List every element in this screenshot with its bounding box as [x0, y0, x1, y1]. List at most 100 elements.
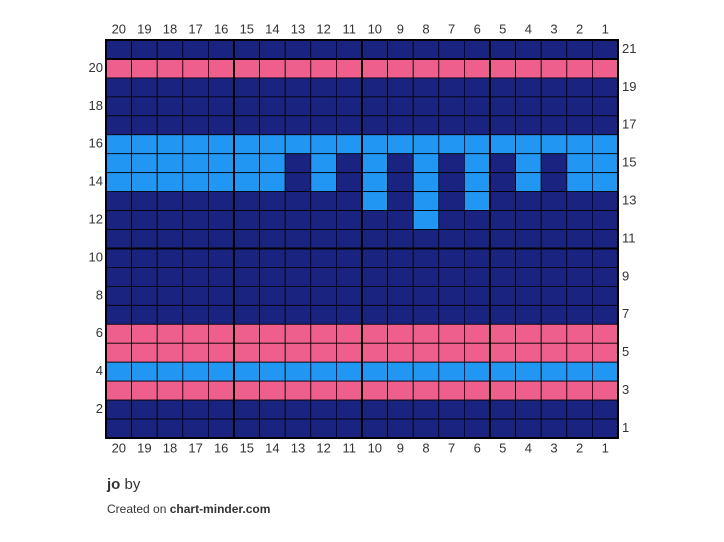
cell: [361, 361, 389, 382]
cell: [515, 418, 542, 439]
cell: [335, 115, 363, 136]
cell: [438, 304, 465, 325]
cell: [259, 58, 286, 79]
cell: [566, 172, 593, 193]
cell: [412, 115, 440, 136]
cell: [463, 399, 491, 420]
cell: [592, 380, 619, 401]
created-on: Created on: [107, 502, 167, 516]
cell: [412, 172, 440, 193]
cell: [156, 380, 184, 401]
column-number: 19: [137, 21, 151, 36]
cell: [131, 361, 158, 382]
grid-border: [105, 39, 619, 439]
cell: [284, 380, 312, 401]
cell: [489, 115, 517, 136]
row-number: 21: [622, 41, 636, 56]
cell: [438, 210, 465, 230]
column-number: 10: [368, 21, 382, 36]
cell: [284, 361, 312, 382]
column-number: 6: [474, 21, 481, 36]
cell: [387, 172, 414, 193]
cell: [259, 399, 286, 420]
cell: [361, 418, 389, 439]
cell: [284, 342, 312, 363]
cell: [515, 172, 542, 193]
cell: [284, 115, 312, 136]
cell: [387, 210, 414, 230]
cell: [131, 342, 158, 363]
cell: [284, 96, 312, 117]
cell: [182, 323, 209, 344]
cell: [207, 115, 235, 136]
cell: [592, 96, 619, 117]
cell: [335, 399, 363, 420]
column-number: 17: [188, 21, 202, 36]
site-link[interactable]: chart-minder.com: [169, 502, 271, 516]
cell: [412, 58, 440, 79]
cell: [515, 191, 542, 211]
cell: [387, 96, 414, 117]
cell: [412, 418, 440, 439]
cell: [310, 191, 337, 211]
cell: [259, 380, 286, 401]
cell: [310, 229, 337, 249]
cell: [361, 229, 389, 249]
cell: [412, 399, 440, 420]
cell: [438, 342, 465, 363]
cell: [310, 267, 337, 287]
cell: [540, 115, 568, 136]
column-number: 12: [316, 440, 330, 455]
cell: [438, 361, 465, 382]
column-number: 11: [342, 440, 356, 455]
cell: [489, 399, 517, 420]
cell: [259, 323, 286, 344]
cell: [284, 77, 312, 98]
cell: [233, 153, 261, 174]
cell: [387, 304, 414, 325]
cell: [284, 172, 312, 193]
cell: [387, 39, 414, 60]
cell: [566, 399, 593, 420]
author-by: by: [124, 476, 141, 493]
cell: [131, 96, 158, 117]
column-number: 12: [316, 21, 330, 36]
cell: [463, 115, 491, 136]
cell: [412, 191, 440, 211]
cell: [284, 304, 312, 325]
cell: [284, 399, 312, 420]
cell: [515, 115, 542, 136]
cell: [412, 342, 440, 363]
row-number: 6: [96, 325, 103, 340]
cell: [361, 210, 389, 230]
cell: [540, 267, 568, 287]
cell: [361, 380, 389, 401]
row-number: 12: [89, 211, 103, 226]
cell: [335, 418, 363, 439]
cell: [233, 361, 261, 382]
cell: [207, 380, 235, 401]
cell: [463, 361, 491, 382]
cell: [540, 361, 568, 382]
cell: [540, 191, 568, 211]
cell: [156, 248, 184, 268]
cell: [207, 399, 235, 420]
cell: [156, 399, 184, 420]
cell: [335, 342, 363, 363]
cell: [310, 134, 337, 155]
cell: [412, 134, 440, 155]
cell: [131, 134, 158, 155]
cell: [131, 267, 158, 287]
cell: [284, 267, 312, 287]
cell: [412, 39, 440, 60]
row-number: 17: [622, 117, 636, 132]
column-number: 2: [576, 21, 583, 36]
cell: [335, 229, 363, 249]
cell: [259, 96, 286, 117]
row-number: 2: [96, 401, 103, 416]
cell: [105, 58, 133, 79]
chart-title: jo: [107, 476, 121, 493]
cell: [182, 304, 209, 325]
cell: [207, 323, 235, 344]
